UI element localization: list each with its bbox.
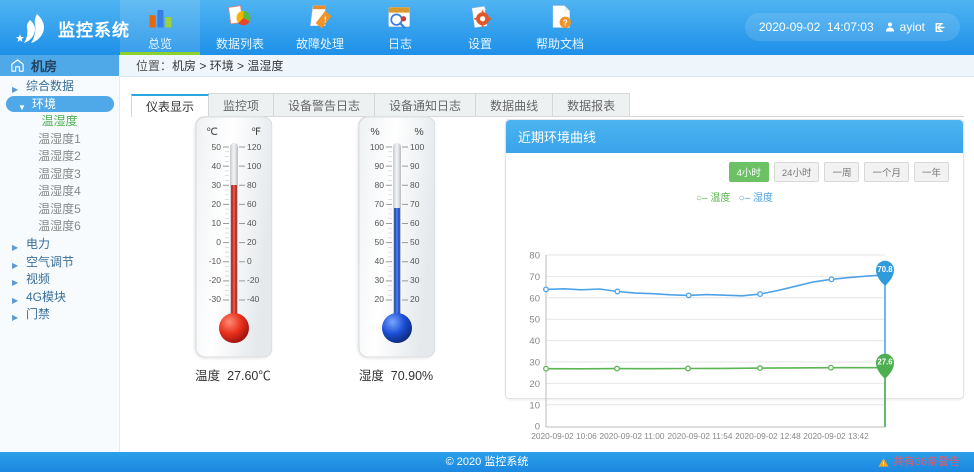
svg-text:?: ? (563, 18, 568, 27)
svg-text:20: 20 (212, 199, 222, 209)
svg-text:50: 50 (375, 237, 385, 247)
svg-text:60: 60 (529, 293, 540, 304)
svg-text:100: 100 (410, 142, 424, 152)
svg-text:2020-09-02 10:06: 2020-09-02 10:06 (531, 431, 597, 441)
svg-text:30: 30 (529, 358, 540, 369)
svg-text:40: 40 (529, 336, 540, 347)
svg-text:40: 40 (212, 161, 222, 171)
svg-text:-40: -40 (247, 294, 260, 304)
svg-text:10: 10 (212, 218, 222, 228)
svg-text:70.8: 70.8 (877, 265, 893, 274)
svg-text:-30: -30 (209, 294, 222, 304)
svg-text:60: 60 (410, 218, 420, 228)
svg-text:60: 60 (375, 218, 385, 228)
svg-text:20: 20 (410, 294, 420, 304)
svg-text:80: 80 (410, 180, 420, 190)
svg-text:0: 0 (216, 237, 221, 247)
svg-text:20: 20 (375, 294, 385, 304)
svg-text:-20: -20 (247, 275, 260, 285)
svg-text:50: 50 (410, 237, 420, 247)
svg-text:20: 20 (247, 237, 257, 247)
svg-text:30: 30 (410, 275, 420, 285)
svg-text:2020-09-02 12:48: 2020-09-02 12:48 (735, 431, 801, 441)
svg-text:2020-09-02 11:54: 2020-09-02 11:54 (668, 431, 733, 441)
svg-text:80: 80 (529, 251, 540, 262)
svg-text:%: % (414, 126, 423, 138)
svg-text:80: 80 (375, 180, 385, 190)
svg-text:120: 120 (247, 142, 261, 152)
svg-text:100: 100 (247, 161, 261, 171)
svg-text:-20: -20 (209, 275, 222, 285)
svg-text:℉: ℉ (251, 126, 261, 138)
svg-text:%: % (370, 126, 379, 138)
svg-text:27.6: 27.6 (877, 358, 893, 367)
svg-text:40: 40 (247, 218, 257, 228)
svg-text:50: 50 (212, 142, 222, 152)
svg-text:30: 30 (212, 180, 222, 190)
svg-text:40: 40 (375, 256, 385, 266)
svg-text:2020-09-02 11:00: 2020-09-02 11:00 (600, 431, 665, 441)
svg-text:40: 40 (410, 256, 420, 266)
svg-text:10: 10 (529, 400, 540, 411)
svg-text:30: 30 (375, 275, 385, 285)
svg-text:70: 70 (375, 199, 385, 209)
svg-text:70: 70 (410, 199, 420, 209)
svg-text:℃: ℃ (206, 126, 218, 138)
svg-text:60: 60 (247, 199, 257, 209)
svg-text:50: 50 (529, 315, 540, 326)
svg-text:-10: -10 (209, 256, 222, 266)
svg-text:0: 0 (247, 256, 252, 266)
svg-text:!: ! (324, 15, 327, 24)
svg-text:100: 100 (370, 142, 384, 152)
svg-text:90: 90 (410, 161, 420, 171)
svg-text:2020-09-02 13:42: 2020-09-02 13:42 (803, 431, 869, 441)
svg-text:20: 20 (529, 379, 540, 390)
svg-text:80: 80 (247, 180, 257, 190)
svg-text:70: 70 (529, 272, 540, 283)
svg-text:90: 90 (375, 161, 385, 171)
